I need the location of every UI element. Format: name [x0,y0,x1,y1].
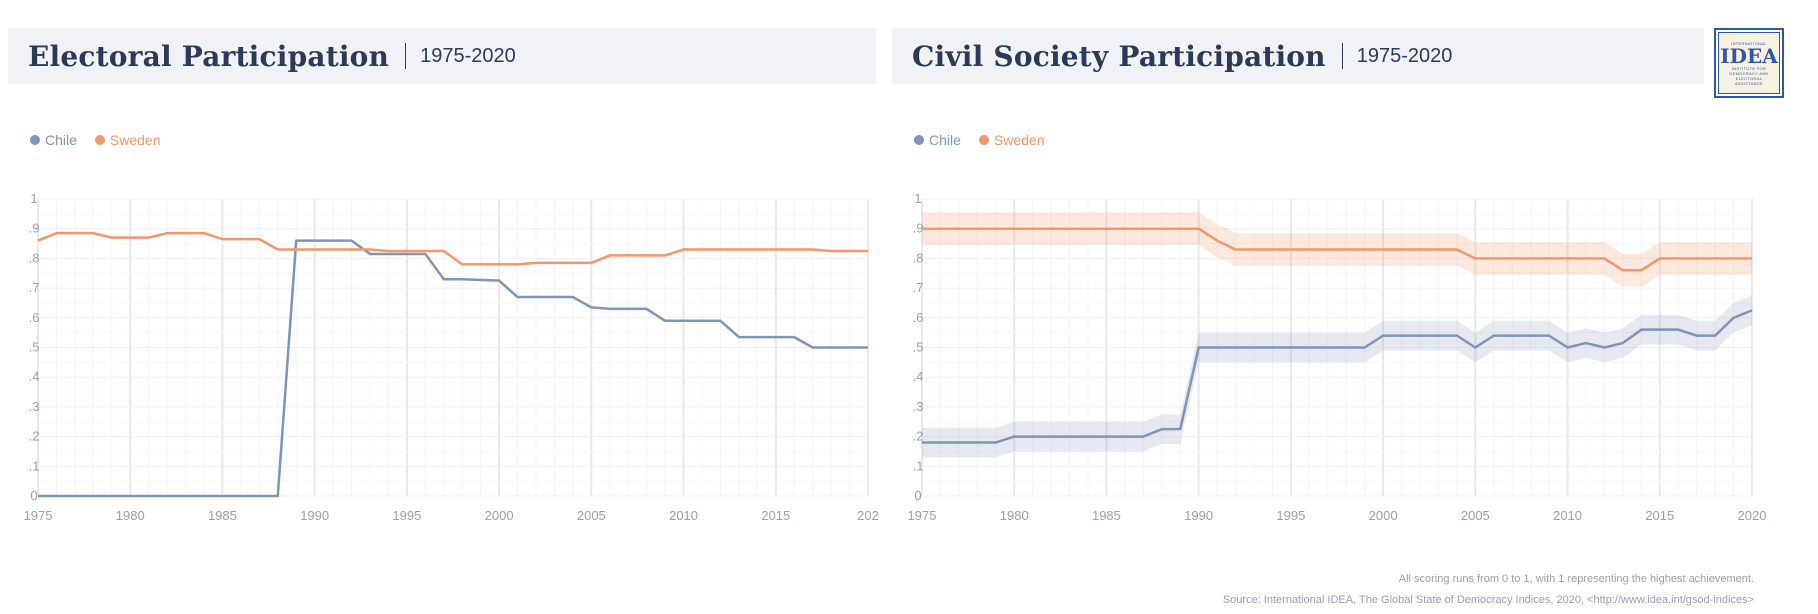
x-tick-label: 1980 [116,508,145,523]
panel-title: Electoral Participation [28,39,390,73]
series-line-sweden [37,231,868,266]
x-tick-label: 2010 [669,508,698,523]
series-line-chile [38,239,868,498]
x-tick-label: 1975 [908,508,937,523]
sweden-dot-icon [978,135,989,145]
legend-item-chile[interactable]: Chile [914,132,961,148]
confidence-band-chile [922,295,1752,458]
logo-bottom-text: INSTITUTE FOR DEMOCRACY AND ELECTORAL AS… [1729,65,1769,86]
panel-range: 1975-2020 [420,44,516,67]
x-tick-label: 2005 [577,508,606,523]
x-tick-label: 1995 [1276,508,1305,523]
y-tick-label: .5 [29,340,40,355]
y-tick-label: .3 [913,399,924,414]
x-tick-label: 1980 [1000,508,1029,523]
legend-label: Sweden [993,132,1045,148]
y-tick-label: .3 [29,399,40,414]
x-tick-label: 1995 [392,508,421,523]
y-tick-label: .1 [29,458,40,473]
y-tick-label: .9 [29,221,40,236]
x-tick-label: 2005 [1461,508,1490,523]
y-tick-label: .2 [913,429,924,444]
panel-header-electoral: Electoral Participation 1975-2020 [8,28,876,84]
logo-top-text: INTERNATIONAL [1731,40,1767,46]
x-tick-label: 1990 [1184,508,1213,523]
y-tick-label: .8 [913,250,924,265]
y-tick-label: .8 [29,250,40,265]
sweden-dot-icon [94,135,105,145]
chile-dot-icon [30,135,40,145]
y-tick-label: .4 [29,369,40,384]
title-divider [1341,43,1343,69]
panel-title: Civil Society Participation [912,39,1326,73]
legend-item-sweden[interactable]: Sweden [94,132,161,148]
x-tick-label: 1985 [1092,508,1121,523]
y-tick-label: .4 [913,369,924,384]
title-divider [405,43,407,69]
y-tick-label: .5 [913,340,924,355]
x-tick-label: 2010 [1553,508,1582,523]
y-tick-label: .2 [29,429,40,444]
legend-electoral: Chile Sweden [30,132,179,148]
legend-civil-society: Chile Sweden [914,132,1063,148]
panel-header-civil-society: Civil Society Participation 1975-2020 [892,28,1704,84]
chart-civil-society-participation: 0 .1 .2 .3 .4 .5 .6 .7 .8 .9 1 1975 1980 1985 1990 1995… [908,191,1767,523]
legend-label: Chile [45,132,77,148]
y-tick-label: .6 [913,310,924,325]
idea-logo-mark: INTERNATIONAL IDEA INSTITUTE FOR DEMOCRA… [1718,32,1780,94]
idea-logo[interactable]: INTERNATIONAL IDEA INSTITUTE FOR DEMOCRA… [1714,28,1784,98]
y-tick-label: .9 [913,221,924,236]
y-tick-label: .7 [913,280,924,295]
y-tick-label: 1 [914,191,921,206]
x-tick-label: 1990 [300,508,329,523]
x-tick-label: 202 [857,508,879,523]
series-line-sweden [922,227,1752,272]
chart-electoral-participation: 0 .1 .2 .3 .4 .5 .6 .7 .8 .9 1 1975 1980 1985 1990 1995… [24,191,879,523]
scale-footnote: All scoring runs from 0 to 1, with 1 rep… [1398,573,1754,585]
logo-wordmark: IDEA [1720,43,1778,68]
x-tick-label: 2015 [761,508,790,523]
x-tick-label: 2000 [485,508,514,523]
legend-item-sweden[interactable]: Sweden [978,132,1045,148]
y-tick-label: .1 [913,458,924,473]
x-tick-label: 2020 [1738,508,1767,523]
x-tick-label: 2000 [1369,508,1398,523]
y-tick-label: 1 [30,191,37,206]
y-tick-label: .6 [29,310,40,325]
legend-label: Sweden [109,132,161,148]
x-tick-label: 2015 [1645,508,1674,523]
series-line-chile [922,309,1753,444]
source-footnote: Source: International IDEA, The Global S… [1222,594,1754,606]
x-tick-label: 1985 [208,508,237,523]
y-tick-label: 0 [30,488,37,503]
panel-range: 1975-2020 [1356,44,1453,67]
y-tick-label: .7 [29,280,40,295]
y-tick-label: 0 [914,488,921,503]
legend-item-chile[interactable]: Chile [30,132,77,148]
x-tick-label: 1975 [24,508,53,523]
legend-label: Chile [929,132,961,148]
chile-dot-icon [914,135,924,145]
